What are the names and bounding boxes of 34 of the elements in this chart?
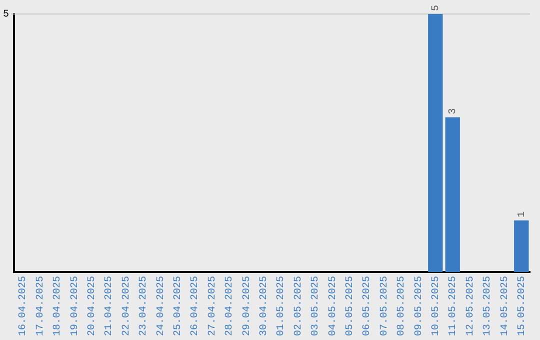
- x-tick-label: 26.04.2025: [190, 276, 202, 336]
- data-label: 5: [431, 4, 442, 11]
- x-tick-label: 01.05.2025: [276, 276, 288, 336]
- x-tick-label: 23.04.2025: [138, 276, 150, 336]
- x-tick-label: 19.04.2025: [70, 276, 81, 336]
- x-tick-label: 27.04.2025: [207, 276, 218, 336]
- x-tick-label: 08.05.2025: [396, 276, 408, 336]
- x-tick-label: 30.04.2025: [259, 276, 270, 336]
- x-tick-label: 16.04.2025: [18, 276, 30, 336]
- ref-line-label: 5: [2, 10, 9, 21]
- x-tick-label: 05.05.2025: [345, 276, 356, 336]
- x-tick-label: 20.04.2025: [87, 276, 98, 336]
- x-tick-label: 15.05.2025: [517, 276, 528, 336]
- x-tick-label: 10.05.2025: [431, 276, 442, 336]
- x-tick-label: 09.05.2025: [414, 276, 425, 336]
- x-tick-label: 17.04.2025: [35, 276, 46, 336]
- x-tick-label: 25.04.2025: [173, 276, 184, 336]
- x-tick-label: 04.05.2025: [328, 276, 339, 336]
- x-tick-label: 14.05.2025: [500, 276, 511, 336]
- x-tick-label: 18.04.2025: [52, 276, 64, 336]
- x-tick-label: 12.05.2025: [465, 276, 476, 336]
- data-label: 3: [448, 108, 460, 114]
- data-label: 1: [517, 211, 528, 218]
- x-tick-label: 29.04.2025: [242, 276, 253, 336]
- x-tick-label: 11.05.2025: [448, 276, 460, 336]
- x-tick-label: 03.05.2025: [310, 276, 322, 336]
- x-tick-label: 13.05.2025: [482, 276, 494, 336]
- x-tick-label: 21.04.2025: [104, 276, 116, 336]
- x-tick-label: 07.05.2025: [379, 276, 390, 336]
- x-tick-label: 06.05.2025: [362, 276, 374, 336]
- x-tick-label: 24.04.2025: [156, 276, 167, 336]
- x-tick-label: 22.04.2025: [121, 276, 132, 336]
- x-tick-label: 28.04.2025: [224, 276, 236, 336]
- x-tick-label: 02.05.2025: [293, 276, 304, 336]
